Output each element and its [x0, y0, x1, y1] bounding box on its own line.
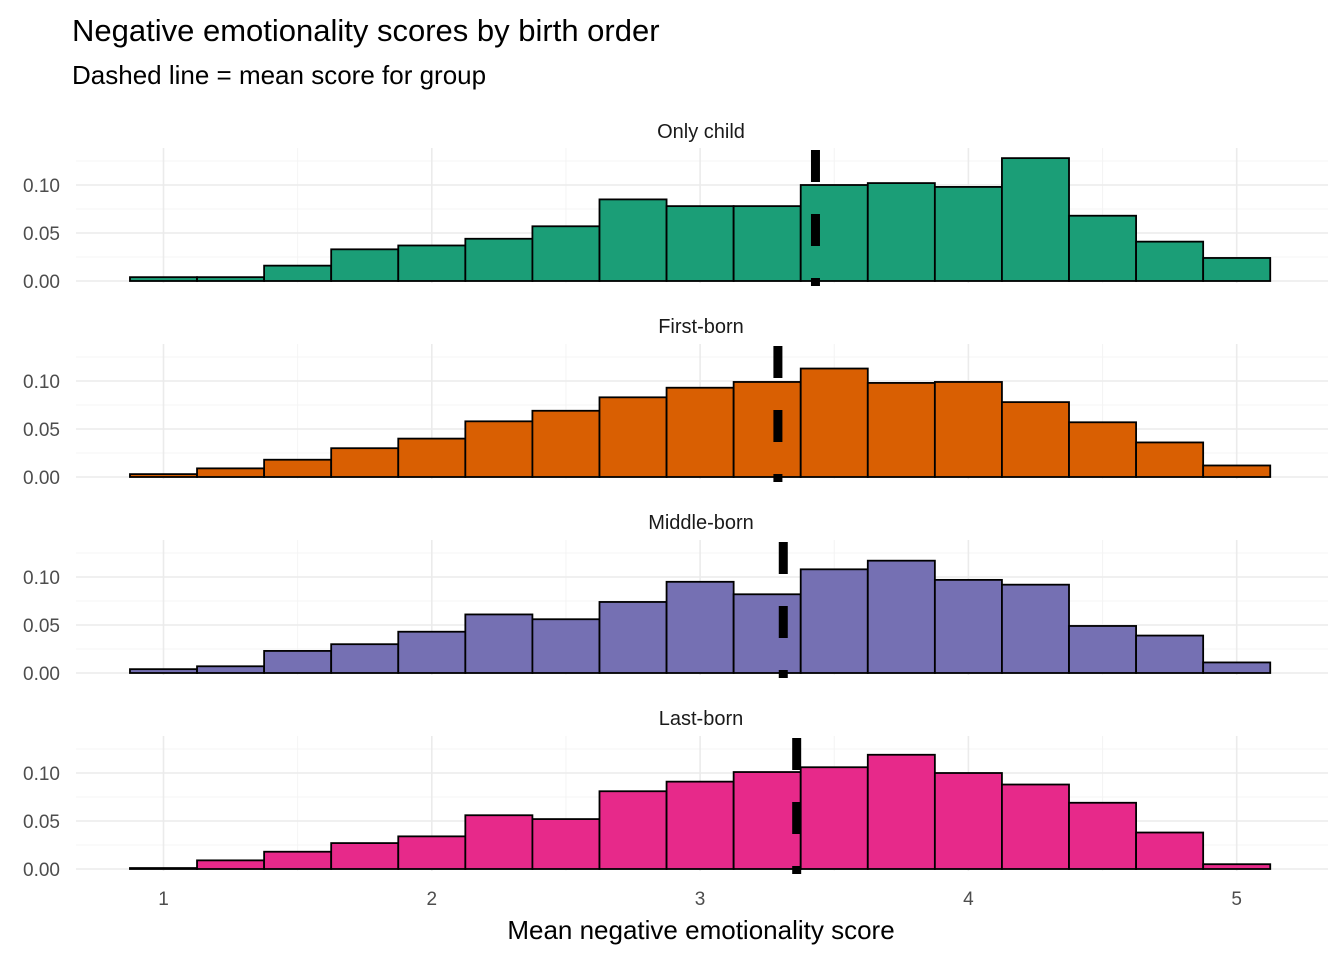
histogram-bar	[799, 766, 869, 870]
histogram-bar	[866, 559, 936, 674]
histogram-bar	[397, 630, 467, 674]
histogram-bar	[397, 437, 467, 478]
y-tick-label: 0.05	[23, 224, 60, 245]
histogram-bar	[866, 753, 936, 870]
x-axis-label: Mean negative emotionality score	[507, 915, 894, 945]
x-tick-label: 2	[427, 889, 438, 910]
histogram-bar	[263, 458, 333, 478]
histogram-bar	[531, 618, 601, 674]
y-tick-label: 0.10	[23, 568, 60, 589]
histogram-bar	[598, 601, 668, 674]
histogram-bar	[196, 665, 266, 674]
histogram-bar	[1068, 625, 1137, 674]
histogram-bar	[263, 650, 333, 674]
y-tick-label: 0.00	[23, 664, 60, 685]
y-tick-label: 0.10	[23, 372, 60, 393]
y-tick-label: 0.10	[23, 176, 60, 197]
x-tick-label: 1	[158, 889, 169, 910]
facet-panel: 0.00 0.05 0.10 Last-born	[23, 708, 1328, 881]
histogram-bar	[1001, 583, 1070, 674]
histogram-bar	[129, 473, 198, 478]
facet-label: Middle-born	[648, 512, 754, 534]
y-tick-label: 0.05	[23, 812, 60, 833]
chart-title: Negative emotionality scores by birth or…	[72, 13, 660, 48]
y-tick-label: 0.10	[23, 764, 60, 785]
histogram-bar	[464, 420, 534, 478]
histogram-bar	[1068, 214, 1137, 282]
histogram-bar	[129, 867, 198, 870]
facet-label: Last-born	[659, 708, 744, 730]
y-tick-label: 0.00	[23, 860, 60, 881]
histogram-bar	[1135, 441, 1205, 478]
histogram-bar	[464, 237, 534, 282]
histogram-bar	[799, 184, 869, 282]
histogram-bar	[732, 381, 802, 478]
histogram-bar	[732, 205, 802, 282]
histogram-bar	[397, 244, 467, 282]
histogram-bar	[799, 568, 869, 674]
x-tick-label: 4	[963, 889, 974, 910]
facet-panel: 0.00 0.05 0.10 Middle-born	[23, 512, 1328, 685]
y-tick-label: 0.05	[23, 420, 60, 441]
histogram-bar	[799, 367, 869, 478]
histogram-bar	[933, 772, 1003, 870]
histogram-bar	[1202, 863, 1272, 870]
histogram-bar	[665, 580, 735, 674]
histogram-bar	[866, 182, 936, 282]
histogram-bar	[330, 248, 400, 282]
histogram-bar	[330, 842, 400, 870]
y-tick-label: 0.00	[23, 468, 60, 489]
x-axis: 1 2 3 4 5	[158, 889, 1242, 910]
histogram-bar	[933, 578, 1003, 674]
histogram-bar	[397, 835, 467, 870]
facet-panel: 0.00 0.05 0.10 First-born	[23, 316, 1328, 489]
histogram-bar	[263, 850, 333, 870]
histogram-bar	[531, 225, 601, 282]
histogram-bar	[598, 396, 668, 478]
histogram-bar	[129, 668, 198, 674]
y-tick-label: 0.00	[23, 272, 60, 293]
histogram-bar	[866, 382, 936, 478]
histogram-bar	[1001, 157, 1070, 282]
histogram-bar	[665, 205, 735, 282]
histogram-bar	[196, 467, 266, 478]
histogram-bar	[196, 276, 266, 282]
histogram-bar	[464, 814, 534, 870]
x-tick-label: 3	[695, 889, 706, 910]
histogram-bar	[1202, 661, 1272, 674]
histogram-bar	[1135, 831, 1205, 870]
histogram-bar	[330, 643, 400, 674]
histogram-bar	[196, 859, 266, 870]
histogram-bar	[933, 186, 1003, 282]
histogram-bar	[531, 818, 601, 870]
histogram-bar	[330, 447, 400, 478]
facet-label: Only child	[657, 121, 745, 143]
histogram-bar	[531, 409, 601, 478]
facet-panels: 0.00 0.05 0.10 Only child 0.00 0.05 0.10 First-…	[23, 121, 1328, 881]
histogram-bar	[1135, 634, 1205, 674]
histogram-bar	[665, 386, 735, 478]
histogram-bar	[933, 381, 1003, 478]
histogram-bar	[1068, 421, 1137, 478]
histogram-bar	[1202, 464, 1272, 478]
histogram-bar	[1068, 801, 1137, 870]
histogram-bar	[598, 790, 668, 870]
histogram-bar	[732, 771, 802, 870]
histogram-bar	[129, 276, 198, 282]
y-tick-label: 0.05	[23, 616, 60, 637]
histogram-bar	[1001, 401, 1070, 478]
histogram-bar	[732, 593, 802, 674]
histogram-bar	[1202, 257, 1272, 282]
histogram-bar	[1135, 240, 1205, 282]
histogram-bar	[598, 198, 668, 282]
facet-panel: 0.00 0.05 0.10 Only child	[23, 121, 1328, 293]
x-tick-label: 5	[1231, 889, 1242, 910]
chart-subtitle: Dashed line = mean score for group	[72, 60, 486, 90]
histogram-bar	[464, 613, 534, 674]
facet-label: First-born	[658, 316, 744, 338]
histogram-bar	[665, 780, 735, 870]
histogram-bar	[263, 264, 333, 282]
histogram-bar	[1001, 783, 1070, 870]
